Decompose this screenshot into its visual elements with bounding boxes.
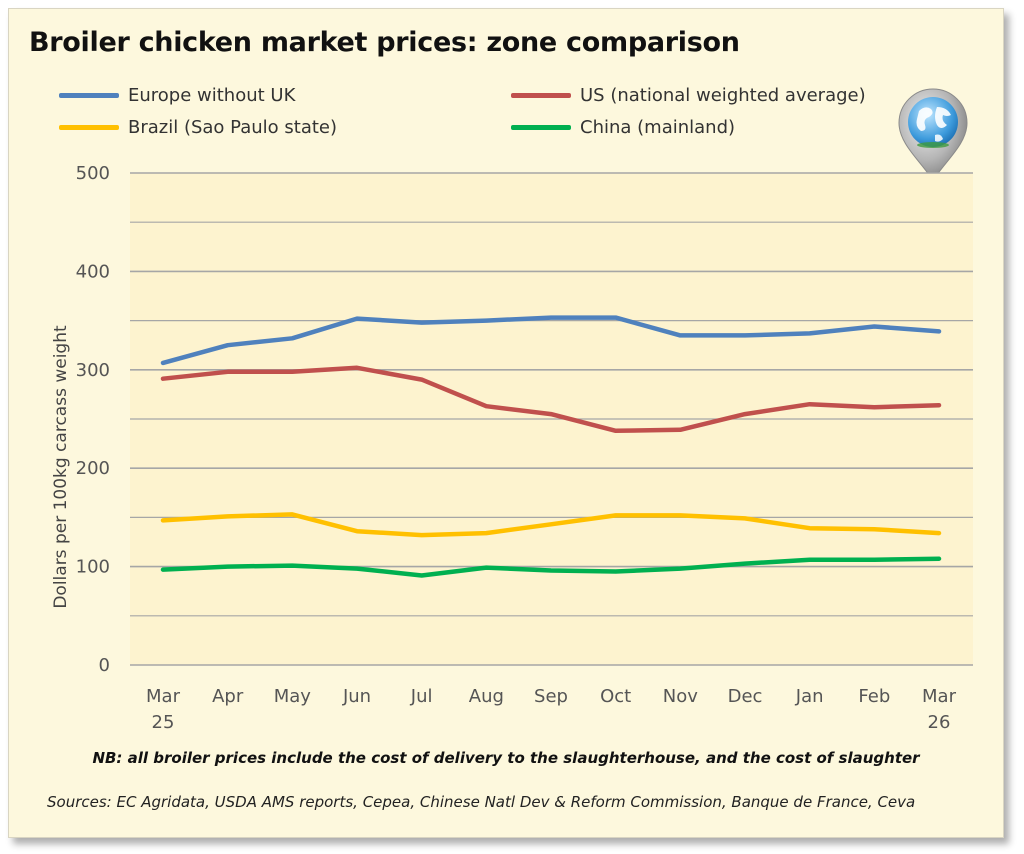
x-tick-label: Dec xyxy=(728,686,763,707)
legend-item-europe: Europe without UK xyxy=(59,82,295,108)
x-tick-label: Mar 25 xyxy=(146,686,181,733)
x-tick-label: Aug xyxy=(469,686,504,707)
x-tick-label: Oct xyxy=(600,686,631,707)
legend-label-europe: Europe without UK xyxy=(128,84,296,106)
series-line-brazil xyxy=(160,512,942,538)
x-tick-label: May xyxy=(274,686,312,707)
legend-swatch-china xyxy=(511,124,571,130)
chart-title: Broiler chicken market prices: zone comp… xyxy=(29,27,740,58)
series-line-china xyxy=(160,556,942,578)
y-tick-label: 400 xyxy=(76,261,110,282)
y-tick-label: 0 xyxy=(99,655,110,676)
legend-item-china: China (mainland) xyxy=(511,114,735,140)
legend-item-brazil: Brazil (Sao Paulo state) xyxy=(59,114,337,140)
x-tick-label: Apr xyxy=(212,686,244,707)
note-text: NB: all broiler prices include the cost … xyxy=(92,749,920,767)
legend-label-brazil: Brazil (Sao Paulo state) xyxy=(128,116,338,138)
y-tick-label: 300 xyxy=(76,360,110,381)
x-tick-label: Jun xyxy=(342,686,371,707)
legend-label-us: US (national weighted average) xyxy=(580,84,866,106)
series-line-us xyxy=(160,365,942,434)
y-tick-label: 500 xyxy=(76,163,110,184)
sources-text: Sources: EC Agridata, USDA AMS reports, … xyxy=(47,793,916,811)
x-tick-label: Mar 26 xyxy=(922,686,957,733)
legend-swatch-europe xyxy=(59,92,119,98)
globe-pin-icon xyxy=(898,88,968,183)
x-tick-label: Feb xyxy=(858,686,890,707)
x-tick-label: Sep xyxy=(534,686,568,707)
x-tick-label: Nov xyxy=(663,686,698,707)
legend-swatch-brazil xyxy=(59,124,119,130)
y-tick-label: 100 xyxy=(76,557,110,578)
legend-item-us: US (national weighted average) xyxy=(511,82,866,108)
x-tick-label: Jan xyxy=(795,686,824,707)
legend-label-china: China (mainland) xyxy=(580,116,736,138)
y-tick-label: 200 xyxy=(76,458,110,479)
x-tick-label: Jul xyxy=(410,686,433,707)
series-line-europe xyxy=(160,315,942,366)
legend-swatch-us xyxy=(511,92,571,98)
